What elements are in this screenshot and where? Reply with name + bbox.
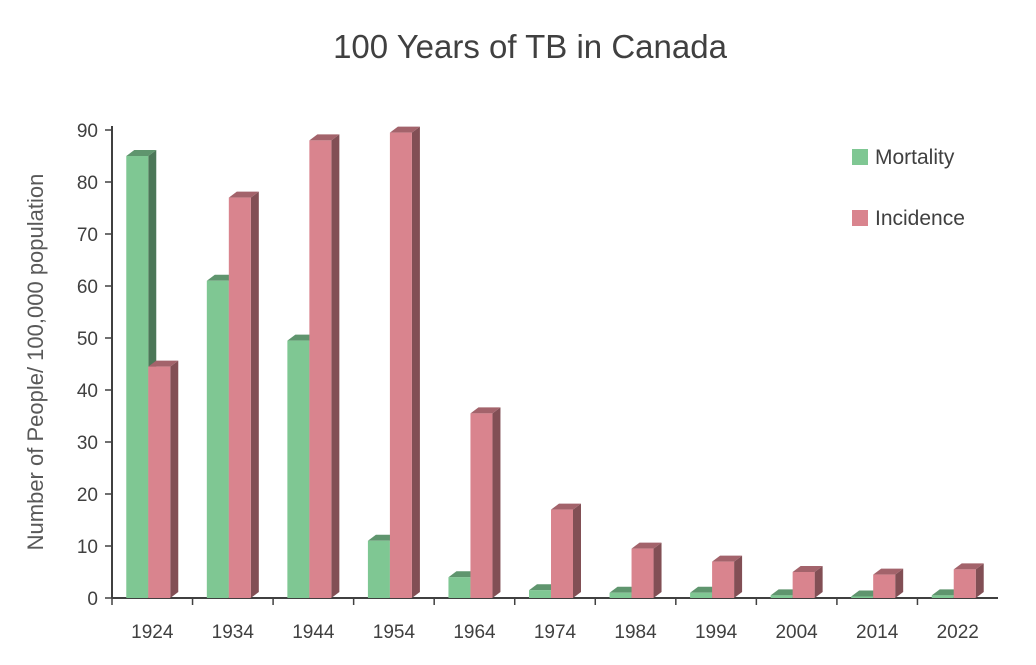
bar-front (287, 340, 310, 598)
bar-incidence-2004 (792, 566, 823, 598)
y-tick-label: 50 (77, 329, 98, 350)
x-tick-label: 1934 (212, 622, 255, 643)
x-tick-label: 1984 (614, 622, 657, 643)
bar-front (126, 156, 149, 598)
legend-label-mortality: Mortality (875, 146, 955, 169)
bar-side (734, 555, 743, 598)
bar-side (411, 126, 420, 598)
bar-front (690, 592, 713, 598)
bar-side (170, 360, 179, 598)
legend: Mortality Incidence (852, 146, 965, 230)
bar-top (228, 191, 259, 198)
bar-incidence-1924 (148, 360, 179, 598)
bar-front (367, 540, 390, 598)
x-tick-label: 1944 (292, 622, 335, 643)
x-tick-label: 1954 (373, 622, 416, 643)
y-tick-label: 0 (87, 589, 98, 610)
x-tick-label: 2014 (856, 622, 899, 643)
y-tick-label: 10 (77, 537, 98, 558)
legend-swatch-mortality (852, 149, 868, 165)
bar-top (470, 407, 501, 414)
y-tick-label: 20 (77, 485, 98, 506)
y-tick-label: 80 (77, 173, 98, 194)
y-tick-label: 90 (77, 121, 98, 142)
bar-front (792, 572, 815, 598)
bar-top (551, 503, 581, 510)
bar-front (448, 577, 471, 598)
bar-front (953, 569, 976, 598)
bar-front (873, 574, 896, 598)
bar-front (470, 413, 493, 598)
bar-side (492, 407, 501, 598)
y-axis-label: Number of People/ 100,000 population (23, 174, 48, 551)
bar-side (895, 568, 904, 598)
x-tick-label: 2022 (937, 622, 979, 643)
x-tick-label: 1924 (131, 622, 174, 643)
y-tick-label: 60 (77, 277, 98, 298)
y-tick-label: 70 (77, 225, 98, 246)
bar-incidence-1994 (712, 555, 743, 598)
bar-incidence-1964 (470, 407, 501, 598)
y-tick-label: 30 (77, 433, 98, 454)
bar-top (712, 555, 743, 562)
bar-front (609, 592, 632, 598)
bar-front (309, 140, 332, 598)
x-tick-label: 2004 (775, 622, 818, 643)
bar-side (331, 134, 340, 598)
x-tick-label: 1974 (534, 622, 577, 643)
bar-incidence-2014 (873, 568, 904, 598)
bar-top (873, 568, 904, 575)
bar-front (770, 595, 793, 598)
bar-incidence-1984 (631, 542, 662, 598)
bar-front (206, 280, 229, 598)
bar-top (148, 360, 179, 367)
bar-front (148, 366, 171, 598)
chart-title: 100 Years of TB in Canada (333, 28, 728, 65)
bar-top (126, 150, 157, 156)
bar-side (250, 191, 259, 598)
bar-top (792, 566, 823, 572)
bar-incidence-1934 (228, 191, 259, 598)
bar-front (931, 595, 954, 598)
bars (126, 126, 984, 598)
bar-top (953, 563, 984, 570)
bar-top (389, 126, 420, 133)
bar-front (228, 197, 251, 598)
bar-front (551, 509, 573, 598)
bar-incidence-1944 (309, 134, 340, 598)
bar-incidence-2022 (953, 563, 984, 598)
y-tick-label: 40 (77, 381, 98, 402)
bar-top (631, 542, 662, 549)
bar-side (573, 503, 581, 598)
legend-label-incidence: Incidence (875, 207, 965, 230)
axes: 0 10 20 30 40 50 60 70 80 90 1924 1934 1944 1954 1964 1… (77, 121, 998, 643)
bar-incidence-1954 (389, 126, 420, 598)
bar-side (653, 542, 662, 598)
bar-front (631, 548, 654, 598)
bar-side (814, 566, 823, 598)
bar-front (851, 596, 874, 598)
x-tick-label: 1994 (695, 622, 738, 643)
bar-front (712, 561, 735, 598)
bar-front (389, 132, 412, 598)
bar-front (529, 590, 551, 598)
legend-swatch-incidence (852, 210, 868, 226)
bar-incidence-1974 (551, 503, 581, 598)
bar-side (975, 563, 984, 598)
bar-top (309, 134, 340, 141)
x-tick-label: 1964 (453, 622, 496, 643)
